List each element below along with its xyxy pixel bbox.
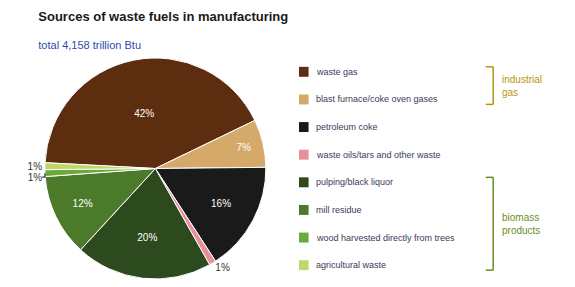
svg-text:waste gas: waste gas: [316, 67, 358, 77]
svg-text:industrialgas: industrialgas: [502, 74, 542, 98]
svg-text:total 4,158 trillion Btu: total 4,158 trillion Btu: [38, 39, 141, 51]
svg-text:12%: 12%: [73, 198, 93, 209]
svg-text:agricultural waste: agricultural waste: [316, 260, 386, 270]
svg-text:20%: 20%: [137, 232, 157, 243]
svg-text:wood harvested directly from t: wood harvested directly from trees: [316, 233, 455, 243]
svg-text:16%: 16%: [211, 198, 231, 209]
svg-text:mill residue: mill residue: [316, 205, 362, 215]
svg-text:7%: 7%: [236, 142, 251, 153]
svg-text:1%: 1%: [215, 262, 230, 273]
svg-text:biomassproducts: biomassproducts: [502, 212, 540, 236]
svg-text:petroleum coke: petroleum coke: [316, 122, 378, 132]
svg-text:1%: 1%: [28, 161, 43, 172]
svg-text:1%: 1%: [28, 172, 43, 183]
svg-text:blast furnace/coke oven gases: blast furnace/coke oven gases: [316, 94, 438, 104]
svg-text:pulping/black liquor: pulping/black liquor: [316, 177, 393, 187]
svg-text:Sources of waste fuels in manu: Sources of waste fuels in manufacturing: [38, 9, 288, 24]
svg-text:waste oils/tars and other wast: waste oils/tars and other waste: [316, 150, 441, 160]
svg-text:42%: 42%: [134, 108, 154, 119]
